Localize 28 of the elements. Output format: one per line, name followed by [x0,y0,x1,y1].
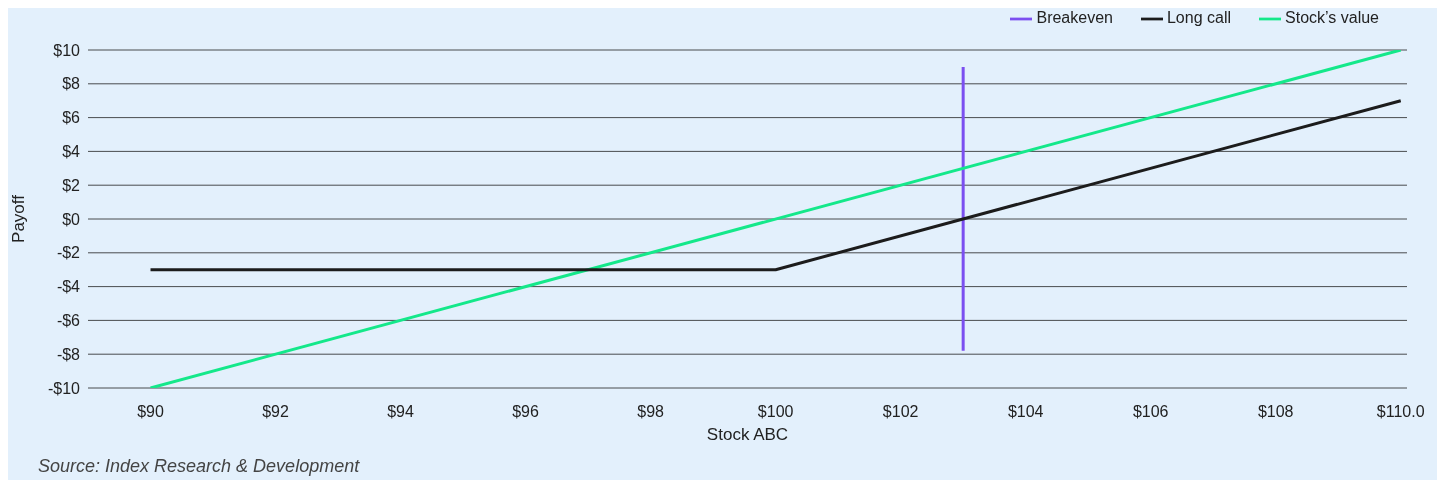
source-note: Source: Index Research & Development [38,456,360,477]
y-axis-title: Payoff [9,194,29,243]
x-tick-label: $100 [757,403,794,421]
y-tick-label: $6 [62,109,81,127]
x-tick-label: $104 [1007,403,1044,421]
x-tick-label: $106 [1132,403,1169,421]
x-tick-label: $92 [262,403,289,421]
y-tick-label: -$6 [56,312,81,330]
x-tick-label: $96 [512,403,540,421]
legend-label: Long call [1166,9,1232,27]
y-tick-label: -$10 [47,379,81,397]
x-tick-label: $90 [137,403,164,421]
y-tick-label: $4 [62,143,81,161]
x-tick-label: $94 [387,403,414,421]
legend-label: Breakeven [1036,9,1113,27]
x-tick-label: $102 [882,403,919,421]
legend-label: Stock’s value [1285,9,1379,27]
y-tick-label: -$2 [56,244,81,262]
x-tick-label: $108 [1257,403,1294,421]
y-tick-label: $0 [62,210,81,228]
x-axis-title: Stock ABC [706,425,789,444]
y-tick-label: $10 [53,41,81,59]
x-tick-label: $110.0 [1376,403,1425,421]
y-tick-label: -$8 [56,345,81,363]
y-tick-label: $8 [62,75,81,93]
y-tick-label: $2 [62,176,81,194]
y-tick-label: -$4 [56,278,81,296]
x-tick-label: $98 [637,403,665,421]
